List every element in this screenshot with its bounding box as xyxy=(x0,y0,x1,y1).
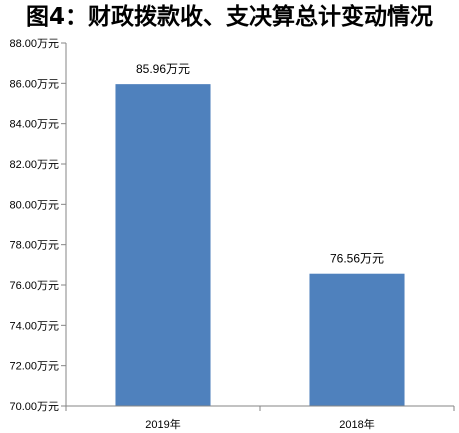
chart-title: 图4：财政拨款收、支决算总计变动情况 xyxy=(25,4,433,30)
bar-2019年 xyxy=(115,84,211,406)
y-tick-label: 72.00万元 xyxy=(9,361,59,373)
data-label: 85.96万元 xyxy=(136,62,190,76)
y-axis: 70.00万元 72.00万元 74.00万元 76.00万元 78.00万元 80.00… xyxy=(9,38,67,413)
y-tick-label: 70.00万元 xyxy=(9,401,59,413)
bar-2018年 xyxy=(309,273,405,406)
y-tick-label: 74.00万元 xyxy=(9,320,59,332)
data-label: 76.56万元 xyxy=(330,252,384,266)
y-tick-label: 78.00万元 xyxy=(9,240,59,252)
x-axis: 2019年 2018年 xyxy=(65,405,455,431)
y-tick-label: 76.00万元 xyxy=(9,280,59,292)
x-tick-label: 2019年 xyxy=(145,417,180,431)
x-tick-label: 2018年 xyxy=(339,417,374,431)
y-tick-label: 82.00万元 xyxy=(9,159,59,171)
y-tick-label: 80.00万元 xyxy=(9,199,59,211)
y-tick-label: 86.00万元 xyxy=(9,78,59,90)
y-tick-label: 88.00万元 xyxy=(9,38,59,50)
y-tick-label: 84.00万元 xyxy=(9,119,59,131)
bars: 85.96万元 76.56万元 xyxy=(115,62,405,406)
